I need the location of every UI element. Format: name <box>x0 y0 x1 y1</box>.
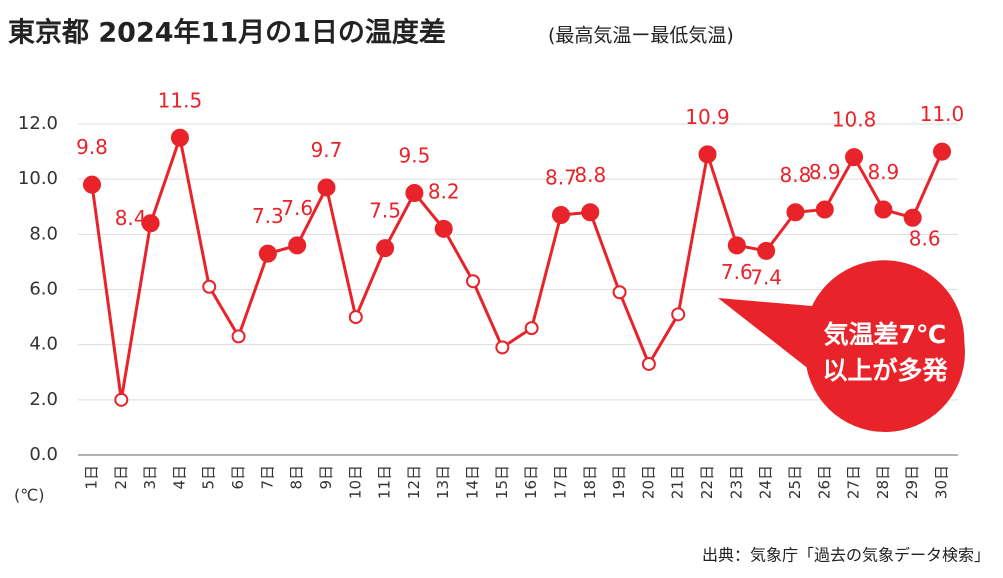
y-tick-label: 8.0 <box>29 223 58 244</box>
point <box>466 274 481 289</box>
y-tick-label: 6.0 <box>29 279 58 300</box>
point <box>727 236 746 255</box>
point <box>170 128 189 147</box>
data-label: 9.5 <box>399 143 431 167</box>
x-tick-label: 23日 <box>727 465 745 499</box>
point <box>698 145 717 164</box>
x-tick-label: 4日 <box>170 465 188 490</box>
chart-title: 東京都 2024年11月の1日の温度差 <box>8 17 446 49</box>
point <box>786 203 805 222</box>
x-tick-label: 21日 <box>669 465 687 499</box>
data-label: 7.5 <box>369 199 401 223</box>
x-tick-label: 1日 <box>83 465 101 490</box>
annotation: 気温差7℃ <box>824 320 947 349</box>
point <box>874 200 893 219</box>
data-label: 8.9 <box>809 160 841 184</box>
x-tick-label: 29日 <box>903 465 921 499</box>
y-tick-label: 12.0 <box>18 113 58 134</box>
x-tick-label: 3日 <box>141 465 159 490</box>
x-tick-label: 7日 <box>258 465 276 490</box>
point <box>83 175 101 194</box>
data-label: 8.7 <box>545 166 577 190</box>
point <box>933 142 951 161</box>
data-label: 8.8 <box>780 163 812 187</box>
x-tick-label: 16日 <box>522 465 540 499</box>
x-tick-label: 27日 <box>845 465 863 499</box>
x-tick-label: 11日 <box>376 465 394 499</box>
x-tick-label: 5日 <box>200 465 218 490</box>
x-tick-label: 26日 <box>815 465 833 499</box>
point <box>376 239 395 258</box>
chart-subtitle: (最高気温ー最低気温) <box>548 25 734 47</box>
x-tick-label: 8日 <box>288 465 306 490</box>
x-tick-label: 22日 <box>698 465 716 499</box>
data-label: 9.8 <box>76 135 108 159</box>
data-label: 7.3 <box>252 204 284 228</box>
y-tick-label: 10.0 <box>18 168 58 189</box>
data-label: 8.4 <box>115 206 147 230</box>
data-label: 11.0 <box>920 102 965 126</box>
point <box>903 208 922 227</box>
data-label: 7.4 <box>750 265 782 289</box>
y-unit: (℃) <box>14 486 44 505</box>
data-label: 7.6 <box>721 260 753 284</box>
point <box>141 214 160 233</box>
point <box>114 392 129 407</box>
point <box>524 321 539 336</box>
point <box>495 340 510 355</box>
data-label: 11.5 <box>158 88 203 112</box>
data-label: 10.9 <box>685 105 730 129</box>
point <box>815 200 834 219</box>
x-tick-label: 28日 <box>874 465 892 499</box>
x-tick-label: 20日 <box>639 465 657 499</box>
x-tick-label: 25日 <box>786 465 804 499</box>
x-tick-label: 6日 <box>229 465 247 490</box>
point <box>434 219 453 238</box>
x-tick-label: 18日 <box>581 465 599 499</box>
data-label: 8.9 <box>867 160 899 184</box>
point <box>231 329 246 344</box>
point <box>551 206 570 225</box>
x-tick-label: 14日 <box>464 465 482 499</box>
point <box>757 241 776 260</box>
point <box>202 279 217 294</box>
point <box>581 203 600 222</box>
x-tick-label: 10日 <box>346 465 364 499</box>
x-tick-label: 2日 <box>112 465 130 490</box>
data-label: 8.2 <box>428 179 460 203</box>
point <box>405 183 424 202</box>
point <box>671 307 686 322</box>
x-tick-label: 17日 <box>551 465 569 499</box>
callout-circle <box>805 272 965 432</box>
point <box>612 285 627 300</box>
y-tick-label: 4.0 <box>29 334 58 355</box>
y-tick-label: 0.0 <box>29 444 58 465</box>
x-tick-label: 15日 <box>493 465 511 499</box>
data-label: 8.6 <box>909 226 941 250</box>
x-tick-label: 9日 <box>317 465 335 490</box>
point <box>641 356 656 371</box>
x-tick-label: 12日 <box>405 465 423 499</box>
point <box>258 244 277 263</box>
point <box>317 178 336 197</box>
y-tick-label: 2.0 <box>29 389 58 410</box>
x-tick-label: 19日 <box>610 465 628 499</box>
data-label: 8.8 <box>574 163 606 187</box>
data-label: 9.7 <box>311 138 343 162</box>
x-tick-label: 13日 <box>434 465 452 499</box>
annotation: 以上が多発 <box>822 356 948 385</box>
x-tick-label: 30日 <box>933 465 951 499</box>
data-label: 7.6 <box>281 196 313 220</box>
data-label: 10.8 <box>832 108 877 132</box>
x-tick-label: 24日 <box>757 465 775 499</box>
source: 出典：気象庁「過去の気象データ検索」 <box>702 546 990 565</box>
point <box>845 148 864 167</box>
point <box>348 310 363 325</box>
point <box>288 236 307 255</box>
